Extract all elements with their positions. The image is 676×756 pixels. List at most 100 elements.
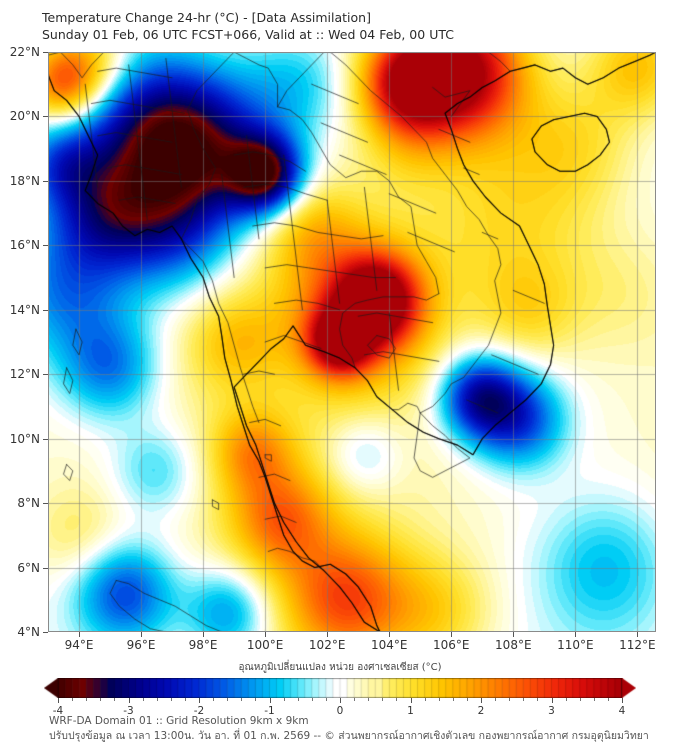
y-axis-tick-mark (43, 52, 48, 53)
colorbar-tick-label: 3 (548, 705, 555, 717)
x-axis-tick-mark (203, 632, 205, 637)
colorbar-minor-tick (156, 698, 158, 701)
colorbar-minor-tick (368, 698, 370, 701)
colorbar-tick-mark (269, 698, 271, 703)
colorbar-tick-label: -3 (123, 705, 134, 717)
map-figure (48, 52, 656, 632)
x-axis-tick-mark (389, 632, 391, 637)
colorbar-minor-tick (537, 698, 539, 701)
x-axis-tick-label: 96°E (126, 638, 156, 652)
colorbar-tick-mark (340, 698, 341, 703)
x-axis-tick-mark (327, 632, 329, 637)
colorbar-tick-mark (551, 698, 553, 703)
temperature-anomaly-map (48, 52, 656, 632)
colorbar-minor-tick (396, 698, 398, 701)
x-axis-tick-label: 102°E (308, 638, 346, 652)
colorbar-minor-tick (255, 698, 257, 701)
y-axis-tick-label: 16°N (9, 238, 40, 253)
colorbar-minor-tick (495, 698, 497, 701)
x-axis-tick-mark (637, 632, 639, 637)
x-axis-tick-label: 94°E (64, 638, 94, 652)
colorbar-minor-tick (184, 698, 186, 701)
colorbar-tick-label: -1 (264, 705, 275, 717)
x-axis-tick-label: 108°E (495, 638, 532, 652)
y-axis-tick-mark (43, 245, 48, 247)
colorbar-minor-tick (593, 698, 595, 701)
colorbar-minor-tick (100, 698, 102, 701)
colorbar-minor-tick (523, 698, 525, 701)
x-axis-tick-label: 110°E (557, 638, 594, 652)
page-subtitle: Sunday 01 Feb, 06 UTC FCST+066, Valid at… (42, 27, 454, 42)
y-axis-tick-label: 18°N (9, 173, 40, 188)
colorbar-minor-tick (213, 698, 215, 701)
y-axis-tick-mark (43, 116, 48, 118)
colorbar-minor-tick (354, 698, 356, 701)
colorbar-tick-mark (128, 698, 130, 703)
x-axis-tick-mark (265, 632, 267, 637)
colorbar-minor-tick (325, 698, 327, 701)
colorbar-minor-tick (452, 698, 454, 701)
colorbar-tick-label: 0 (336, 705, 344, 717)
colorbar-minor-tick (297, 698, 299, 701)
colorbar-minor-tick (283, 698, 285, 701)
colorbar-minor-tick (509, 698, 511, 701)
colorbar-tick-mark (622, 698, 623, 703)
colorbar-minor-tick (241, 698, 243, 701)
colorbar-tick-label: 2 (477, 705, 485, 717)
x-axis-tick-mark (79, 632, 81, 637)
colorbar-minor-tick (424, 698, 426, 701)
title-block: Temperature Change 24-hr (°C) - [Data As… (42, 9, 642, 43)
colorbar-minor-tick (142, 698, 144, 701)
colorbar-minor-tick (170, 698, 172, 701)
x-axis-tick-label: 106°E (433, 638, 470, 652)
y-axis-tick-label: 4°N (17, 625, 40, 639)
colorbar-tick-mark (199, 698, 200, 703)
colorbar-tick-mark (410, 698, 412, 703)
colorbar-minor-tick (114, 698, 116, 701)
colorbar-minor-tick (86, 698, 88, 701)
y-axis-tick-label: 6°N (17, 560, 40, 575)
y-axis-tick-mark (43, 309, 48, 311)
x-axis-tick-label: 100°E (246, 638, 284, 652)
colorbar-minor-tick (438, 698, 440, 701)
footer-block: WRF-DA Domain 01 :: Grid Resolution 9km … (49, 714, 659, 744)
y-axis-tick-mark (43, 438, 48, 440)
footer-domain-info: WRF-DA Domain 01 :: Grid Resolution 9km … (49, 715, 309, 727)
colorbar-minor-tick (466, 698, 468, 701)
y-axis-tick-label: 8°N (17, 496, 40, 511)
footer-credit: ปรับปรุงข้อมูล ณ เวลา 13:00น. วัน อา. ที… (49, 730, 649, 742)
x-axis-tick-label: 98°E (188, 638, 218, 652)
x-axis-tick-mark (575, 632, 577, 637)
colorbar-title: อุณหภูมิเปลี่ยนแปลง หน่วย องศาเซลเซียส (… (238, 662, 442, 673)
y-axis-tick-label: 20°N (9, 109, 40, 124)
colorbar-tick-mark (481, 698, 482, 703)
y-axis-tick-mark (43, 567, 48, 569)
y-axis-tick-label: 10°N (9, 431, 40, 446)
colorbar-tick-label: 4 (618, 705, 626, 717)
colorbar-ticks: -4 -3 -2 -1 0 1 2 3 4 (44, 698, 636, 720)
x-axis-tick-mark (141, 632, 143, 637)
colorbar-minor-tick (227, 698, 229, 701)
colorbar-tick-mark (58, 698, 59, 703)
page-title: Temperature Change 24-hr (°C) - [Data As… (42, 10, 371, 25)
y-axis-tick-label: 22°N (9, 45, 40, 59)
colorbar-tick-label: -2 (193, 705, 205, 717)
colorbar-tick-label: -4 (52, 705, 64, 717)
x-axis-tick-mark (451, 632, 453, 637)
y-axis-tick-label: 12°N (9, 367, 40, 382)
y-axis-tick-label: 14°N (9, 302, 40, 317)
colorbar-minor-tick (565, 698, 567, 701)
x-axis-tick-label: 112°E (619, 638, 656, 652)
colorbar-minor-tick (607, 698, 609, 701)
colorbar-minor-tick (311, 698, 313, 701)
colorbar-section: อุณหภูมิเปลี่ยนแปลง หน่วย องศาเซลเซียส (… (44, 660, 636, 720)
x-axis-tick-mark (513, 632, 515, 637)
colorbar-minor-tick (72, 698, 74, 701)
y-axis-tick-mark (43, 503, 48, 505)
colorbar-tick-label: 1 (407, 705, 414, 717)
y-axis-tick-mark (43, 180, 48, 182)
colorbar (44, 678, 636, 698)
y-axis-tick-mark (43, 374, 48, 376)
colorbar-minor-tick (579, 698, 581, 701)
colorbar-minor-tick (382, 698, 384, 701)
